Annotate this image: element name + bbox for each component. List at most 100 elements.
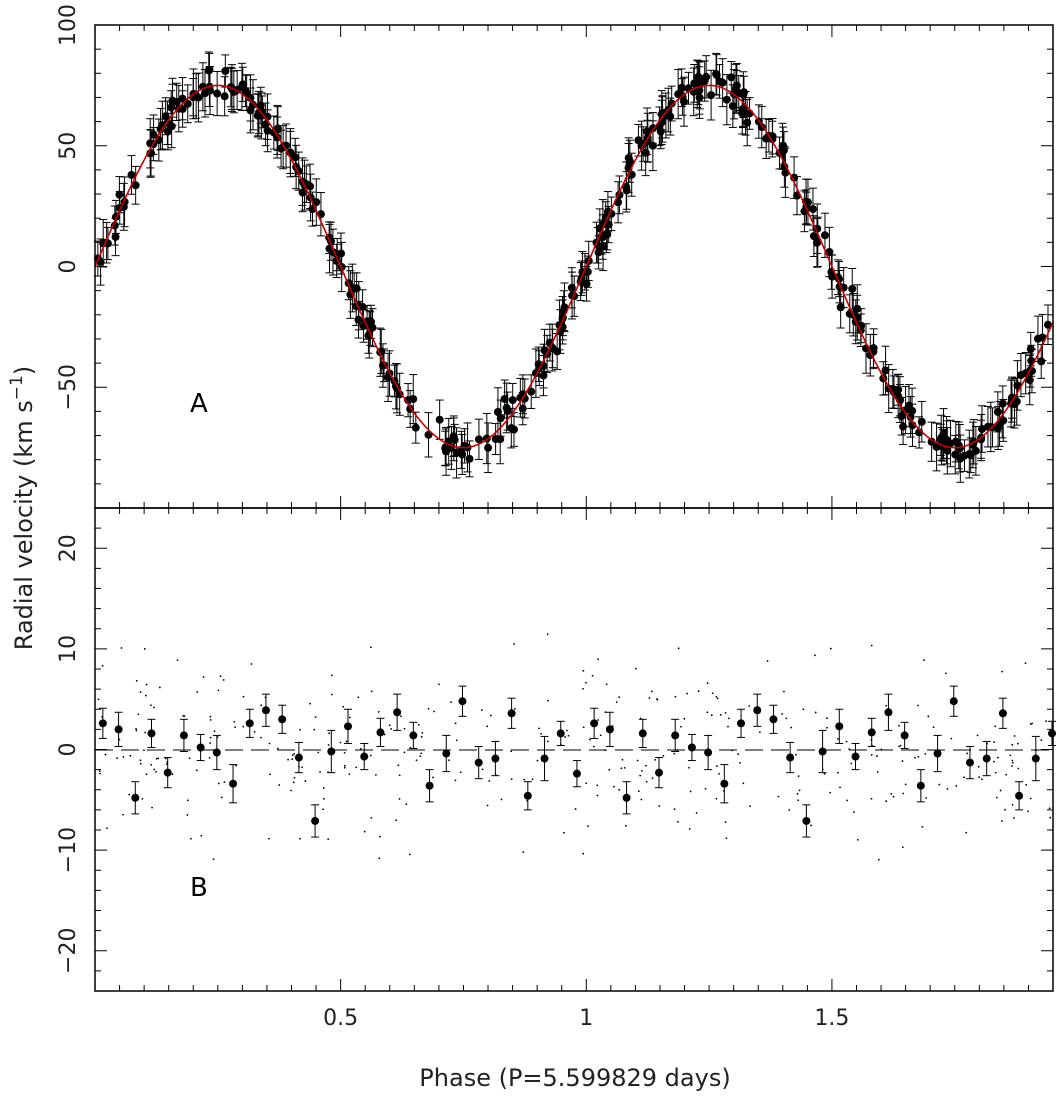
residual-dot <box>596 794 599 797</box>
rv-point <box>983 405 992 448</box>
residual-dot <box>1013 735 1016 737</box>
binned-residual <box>344 708 353 744</box>
residual-dot <box>810 824 812 827</box>
residual-dot <box>777 795 780 798</box>
binned-residual <box>147 718 156 748</box>
residual-dot <box>155 757 158 760</box>
residual-dot <box>304 780 307 782</box>
residual-dot <box>766 660 769 662</box>
binned-residual <box>802 804 811 838</box>
binned-marker <box>458 697 467 706</box>
residual-dot <box>639 774 642 777</box>
residual-dot <box>448 759 450 762</box>
residual-dot <box>944 672 947 675</box>
rv-point <box>712 52 721 96</box>
rv-point <box>643 107 652 156</box>
rv-point <box>684 71 693 105</box>
residual-dot <box>706 711 709 714</box>
rv-marker <box>496 435 505 444</box>
binned-marker <box>933 749 942 758</box>
rv-marker <box>643 127 652 136</box>
residual-dot <box>1048 807 1051 810</box>
residual-dot <box>145 683 148 686</box>
binned-residual <box>212 734 221 771</box>
binned-marker <box>1048 729 1057 738</box>
rv-point <box>110 205 119 246</box>
residual-dot <box>378 857 381 860</box>
residual-dot <box>715 797 718 800</box>
binned-residual <box>933 734 942 773</box>
residual-dot <box>634 667 637 670</box>
rv-point <box>1043 304 1052 346</box>
rv-point <box>220 76 229 117</box>
rv-point <box>312 178 321 226</box>
residual-dot <box>876 755 878 757</box>
residual-dot <box>677 821 679 823</box>
residual-dot <box>242 695 245 698</box>
rv-point <box>1016 352 1025 398</box>
panel-a: 100 50 0 −50 A <box>56 4 1054 509</box>
residual-dot <box>403 727 406 730</box>
rv-marker <box>700 77 709 86</box>
residual-dot <box>902 792 905 795</box>
rv-marker <box>899 422 908 431</box>
residual-dot <box>658 805 661 807</box>
residual-dot <box>531 778 534 781</box>
residual-dot <box>885 704 888 707</box>
rv-point <box>254 93 263 137</box>
y-axis-title-close: ) <box>10 366 38 375</box>
rv-marker <box>762 134 771 143</box>
residual-dot <box>814 711 817 714</box>
rv-point <box>762 118 771 160</box>
residual-dot <box>157 757 160 760</box>
binned-residual <box>245 708 254 738</box>
residual-dot <box>662 754 665 757</box>
rv-marker <box>971 446 980 455</box>
residual-dot <box>898 724 900 727</box>
binned-marker <box>605 725 614 734</box>
residual-dot <box>432 776 434 779</box>
binned-residual <box>720 764 729 804</box>
binned-residual <box>982 740 991 777</box>
residual-dot <box>1009 754 1012 757</box>
rv-marker <box>977 435 986 444</box>
rv-marker <box>261 120 270 129</box>
rv-point <box>641 129 650 177</box>
residual-dot <box>400 715 402 718</box>
residual-dot <box>704 787 707 790</box>
binned-marker <box>769 715 778 724</box>
y-tick-label: 0 <box>56 260 81 274</box>
binned-residual <box>327 729 336 774</box>
rv-point <box>131 165 140 205</box>
residual-dot <box>814 654 816 657</box>
residual-dot <box>588 738 591 741</box>
rv-point <box>411 411 420 444</box>
residual-dot <box>645 780 648 783</box>
residual-dot <box>486 725 489 728</box>
rv-point <box>395 372 404 416</box>
binned-marker <box>327 747 336 756</box>
residual-dot <box>186 799 189 802</box>
rv-marker <box>508 396 517 405</box>
rv-marker <box>674 90 683 99</box>
residual-dot <box>623 767 626 769</box>
binned-marker <box>98 719 107 728</box>
residual-dot <box>164 757 167 760</box>
residual-dot <box>186 814 189 816</box>
x-tick-label: 0.5 <box>323 1006 358 1031</box>
residual-dot <box>223 781 226 784</box>
residual-dot <box>673 808 676 811</box>
residual-dot <box>217 782 220 785</box>
residual-dot <box>405 803 408 806</box>
rv-point <box>127 155 136 195</box>
residual-dot <box>898 745 901 748</box>
residual-dot <box>795 753 797 756</box>
binned-marker <box>278 715 287 724</box>
rv-point <box>441 428 450 466</box>
rv-marker <box>167 103 176 112</box>
residual-dot <box>122 756 125 758</box>
residual-dot <box>758 731 761 734</box>
binned-residual <box>229 764 238 804</box>
residual-dot <box>582 669 585 672</box>
binned-residual <box>998 697 1007 729</box>
